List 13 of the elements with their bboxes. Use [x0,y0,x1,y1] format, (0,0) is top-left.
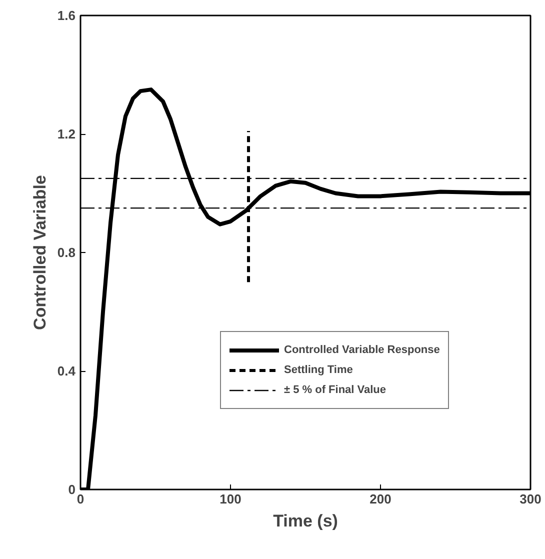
legend-label: ± 5 % of Final Value [284,384,386,396]
x-axis-title: Time (s) [273,512,338,530]
y-tick-label: 0.8 [57,245,76,260]
legend-label: Controlled Variable Response [284,344,440,356]
x-tick-label: 300 [520,492,542,506]
y-tick-label: 1.2 [57,126,76,142]
y-tick-label: 0.4 [57,364,76,378]
y-axis-title: Controlled Variable [30,175,50,330]
y-tick-label: 0 [68,482,76,497]
y-tick-label: 1.6 [57,8,76,23]
legend-label: Settling Time [284,364,353,376]
x-tick-label: 200 [370,492,392,506]
x-tick-label: 100 [220,492,242,506]
